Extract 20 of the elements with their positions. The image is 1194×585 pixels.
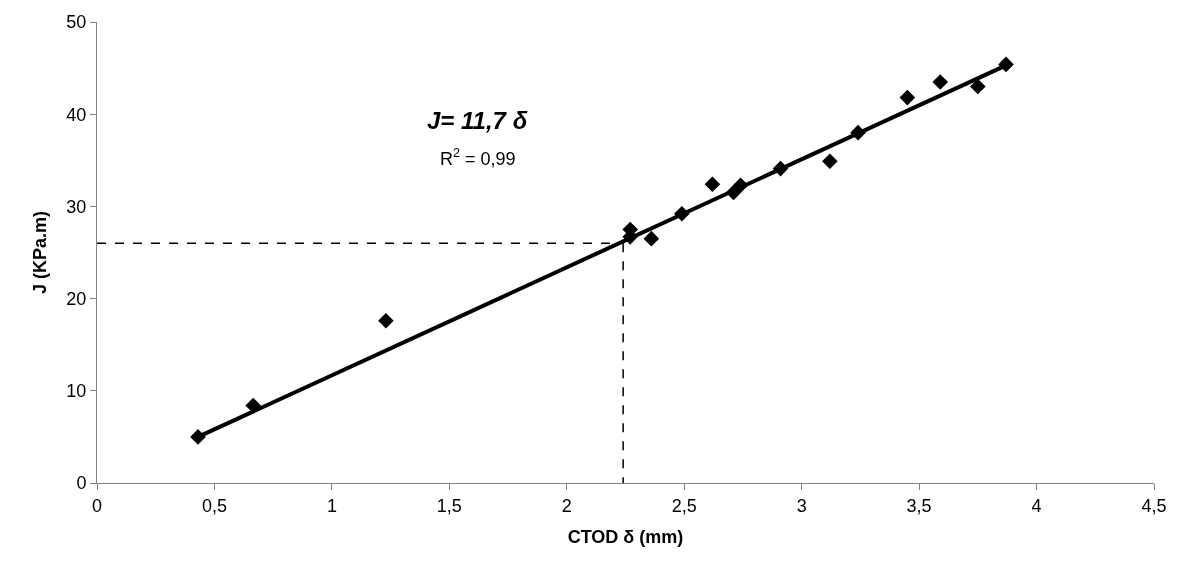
y-tick-label: 20	[66, 288, 87, 309]
annotation: J= 11,7 δ	[427, 107, 528, 134]
x-tick-label: 4	[1031, 495, 1042, 516]
x-tick-label: 0	[91, 495, 103, 516]
x-tick-label: 4,5	[1141, 495, 1167, 516]
x-tick-label: 3,5	[906, 495, 932, 516]
y-tick-label: 10	[66, 381, 87, 402]
y-tick-label: 40	[66, 104, 87, 125]
x-tick-label: 0,5	[201, 495, 227, 516]
x-tick-label: 2,5	[671, 495, 697, 516]
y-tick-label: 30	[66, 196, 87, 217]
x-axis-title: CTOD δ (mm)	[567, 526, 684, 547]
x-tick-label: 1,5	[436, 495, 462, 516]
x-tick-label: 2	[561, 495, 572, 516]
x-tick-label: 1	[326, 495, 337, 516]
y-tick-label: 0	[76, 473, 87, 494]
y-axis-title: J (KPa.m)	[29, 210, 50, 295]
annotation: R$^{2}$ = 0,99	[440, 146, 516, 169]
y-tick-label: 50	[66, 12, 87, 33]
x-tick-label: 3	[796, 495, 807, 516]
